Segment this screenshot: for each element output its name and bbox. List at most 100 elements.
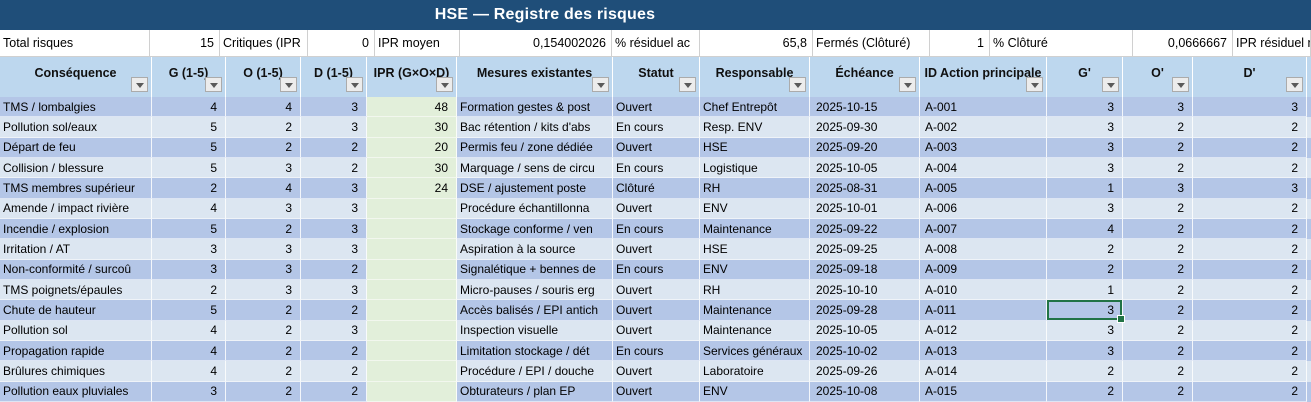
cell-statut[interactable]: En cours <box>613 340 700 362</box>
column-header-mesures[interactable]: Mesures existantes <box>457 57 613 97</box>
stat-value[interactable]: 1 <box>930 30 990 57</box>
cell-d2[interactable]: 2 <box>1193 198 1307 219</box>
cell-o[interactable]: 2 <box>226 340 301 362</box>
filter-dropdown-button[interactable] <box>346 77 363 92</box>
cell-g[interactable]: 5 <box>152 137 226 158</box>
cell-o2[interactable]: 2 <box>1123 361 1193 382</box>
cell-statut[interactable]: En cours <box>613 218 700 240</box>
filter-dropdown-button[interactable] <box>436 77 453 92</box>
cell-mesures[interactable]: Micro-pauses / souris erg <box>457 279 613 301</box>
cell-id_action[interactable]: A-014 <box>920 361 1047 382</box>
column-header-o[interactable]: O (1-5) <box>226 57 301 97</box>
cell-d[interactable]: 3 <box>301 97 367 118</box>
cell-o[interactable]: 3 <box>226 259 301 280</box>
cell-g2[interactable]: 4 <box>1047 218 1123 240</box>
cell-d[interactable]: 2 <box>301 259 367 280</box>
cell-responsable[interactable]: RH <box>700 279 810 301</box>
cell-o[interactable]: 2 <box>226 300 301 321</box>
cell-g2[interactable]: 3 <box>1047 157 1123 179</box>
cell-statut[interactable]: Ouvert <box>613 381 700 402</box>
cell-o2[interactable]: 2 <box>1123 239 1193 260</box>
cell-echeance[interactable]: 2025-10-01 <box>810 198 920 219</box>
cell-o2[interactable]: 2 <box>1123 340 1193 362</box>
cell-mesures[interactable]: Aspiration à la source <box>457 239 613 260</box>
cell-g2[interactable]: 3 <box>1047 117 1123 138</box>
cell-responsable[interactable]: Resp. ENV <box>700 117 810 138</box>
stat-value[interactable]: 0,154002026 <box>460 30 612 57</box>
filter-dropdown-button[interactable] <box>1026 77 1043 92</box>
cell-d2[interactable]: 2 <box>1193 259 1307 280</box>
column-header-o2[interactable]: O' <box>1123 57 1193 97</box>
cell-d[interactable]: 3 <box>301 218 367 240</box>
cell-g2[interactable]: 3 <box>1047 198 1123 219</box>
cell-mesures[interactable]: Formation gestes & post <box>457 97 613 118</box>
cell-d[interactable]: 2 <box>301 340 367 362</box>
column-header-g2[interactable]: G' <box>1047 57 1123 97</box>
cell-o2[interactable]: 2 <box>1123 137 1193 158</box>
cell-statut[interactable]: Ouvert <box>613 97 700 118</box>
cell-id_action[interactable]: A-002 <box>920 117 1047 138</box>
cell-g[interactable]: 5 <box>152 157 226 179</box>
filter-dropdown-button[interactable] <box>1286 77 1303 92</box>
cell-responsable[interactable]: Chef Entrepôt <box>700 97 810 118</box>
cell-mesures[interactable]: Stockage conforme / ven <box>457 218 613 240</box>
filter-dropdown-button[interactable] <box>280 77 297 92</box>
cell-ipr[interactable] <box>367 340 457 362</box>
cell-id_action[interactable]: A-001 <box>920 97 1047 118</box>
cell-o2[interactable]: 2 <box>1123 381 1193 402</box>
cell-g2[interactable]: 3 <box>1047 97 1123 118</box>
cell-responsable[interactable]: ENV <box>700 259 810 280</box>
cell-o2[interactable]: 2 <box>1123 259 1193 280</box>
cell-g2[interactable]: 2 <box>1047 361 1123 382</box>
cell-mesures[interactable]: Marquage / sens de circu <box>457 157 613 179</box>
cell-d[interactable]: 2 <box>301 157 367 179</box>
cell-consequence[interactable]: Non-conformité / surcoû <box>0 259 152 280</box>
cell-consequence[interactable]: Pollution sol/eaux <box>0 117 152 138</box>
column-header-d[interactable]: D (1-5) <box>301 57 367 97</box>
cell-g[interactable]: 5 <box>152 300 226 321</box>
cell-mesures[interactable]: Accès balisés / EPI antich <box>457 300 613 321</box>
cell-o2[interactable]: 3 <box>1123 178 1193 199</box>
filter-dropdown-button[interactable] <box>131 77 148 92</box>
cell-echeance[interactable]: 2025-09-25 <box>810 239 920 260</box>
cell-d[interactable]: 3 <box>301 178 367 199</box>
cell-consequence[interactable]: Départ de feu <box>0 137 152 158</box>
cell-ipr[interactable] <box>367 198 457 219</box>
cell-id_action[interactable]: A-005 <box>920 178 1047 199</box>
cell-g[interactable]: 2 <box>152 279 226 301</box>
column-header-consequence[interactable]: Conséquence <box>0 57 152 97</box>
cell-echeance[interactable]: 2025-09-28 <box>810 300 920 321</box>
cell-o2[interactable]: 2 <box>1123 157 1193 179</box>
cell-ipr[interactable] <box>367 218 457 240</box>
cell-id_action[interactable]: A-012 <box>920 320 1047 341</box>
cell-g[interactable]: 3 <box>152 259 226 280</box>
cell-d2[interactable]: 2 <box>1193 340 1307 362</box>
cell-g2[interactable]: 1 <box>1047 178 1123 199</box>
cell-d[interactable]: 3 <box>301 239 367 260</box>
cell-ipr[interactable]: 20 <box>367 137 457 158</box>
cell-d2[interactable]: 2 <box>1193 157 1307 179</box>
cell-o2[interactable]: 2 <box>1123 279 1193 301</box>
cell-id_action[interactable]: A-010 <box>920 279 1047 301</box>
cell-responsable[interactable]: Maintenance <box>700 300 810 321</box>
cell-id_action[interactable]: A-011 <box>920 300 1047 321</box>
stat-label[interactable]: Fermés (Clôturé) <box>813 30 930 57</box>
cell-id_action[interactable]: A-006 <box>920 198 1047 219</box>
cell-consequence[interactable]: TMS / lombalgies <box>0 97 152 118</box>
stat-value[interactable]: 65,8 <box>700 30 813 57</box>
cell-mesures[interactable]: Limitation stockage / dét <box>457 340 613 362</box>
column-header-responsable[interactable]: Responsable <box>700 57 810 97</box>
cell-id_action[interactable]: A-013 <box>920 340 1047 362</box>
cell-g2[interactable]: 3 <box>1047 340 1123 362</box>
cell-responsable[interactable]: Laboratoire <box>700 361 810 382</box>
cell-g[interactable]: 4 <box>152 320 226 341</box>
cell-consequence[interactable]: Amende / impact rivière <box>0 198 152 219</box>
cell-o2[interactable]: 2 <box>1123 198 1193 219</box>
cell-o2[interactable]: 2 <box>1123 300 1193 321</box>
cell-g2[interactable]: 3 <box>1047 137 1123 158</box>
cell-ipr[interactable] <box>367 300 457 321</box>
cell-d2[interactable]: 2 <box>1193 381 1307 402</box>
cell-o[interactable]: 3 <box>226 239 301 260</box>
cell-o[interactable]: 2 <box>226 117 301 138</box>
cell-statut[interactable]: Ouvert <box>613 198 700 219</box>
